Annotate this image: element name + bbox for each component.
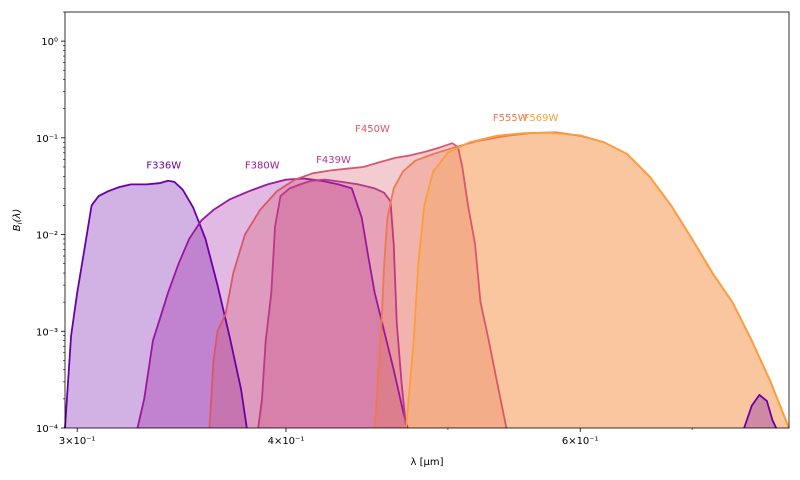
series-label-f380w: F380W <box>245 161 280 172</box>
y-axis-label: Bi(λ) <box>12 209 24 232</box>
series-fill-f555w <box>374 132 789 429</box>
series-label-f450w: F450W <box>355 124 390 135</box>
series-line-f439w <box>257 178 407 429</box>
x-tick-label: 6×10⁻¹ <box>562 436 599 447</box>
y-axis: 10⁻⁴ 10⁻³ 10⁻² 10⁻¹ 10⁰ <box>36 11 65 435</box>
series-label-f439w: F439W <box>316 155 351 166</box>
plot-frame <box>64 11 790 429</box>
series-line-f450w <box>208 142 508 429</box>
y-tick-label: 10⁻⁴ <box>36 424 58 435</box>
series-line-bump-6 <box>743 394 778 429</box>
series-fill-f450w <box>209 143 507 428</box>
series-fill-f569w <box>406 132 789 428</box>
x-axis-label: λ [μm] <box>410 457 443 468</box>
x-tick-label: 4×10⁻¹ <box>268 436 305 447</box>
series-line-f380w <box>136 177 409 429</box>
y-tick-label: 10⁰ <box>41 37 58 48</box>
series-label-f336w: F336W <box>146 161 181 172</box>
series-fill-f439w <box>258 179 407 428</box>
series-label-f555w: F555W <box>493 113 528 124</box>
y-tick-label: 10⁻¹ <box>36 134 58 145</box>
series-label-f569w: F569W <box>524 113 559 124</box>
line-layer <box>64 131 790 429</box>
fill-layer <box>65 132 789 429</box>
series-line-f569w <box>405 131 790 429</box>
x-axis: 3×10⁻¹ 4×10⁻¹ 6×10⁻¹ <box>59 428 693 447</box>
x-tick-label: 3×10⁻¹ <box>59 436 96 447</box>
series-line-f336w <box>64 179 248 429</box>
series-fill-f336w <box>65 180 247 428</box>
y-tick-label: 10⁻³ <box>36 327 58 338</box>
y-tick-label: 10⁻² <box>36 231 58 242</box>
series-fill-bump-6 <box>744 394 777 428</box>
series-fill-f380w <box>137 178 408 428</box>
